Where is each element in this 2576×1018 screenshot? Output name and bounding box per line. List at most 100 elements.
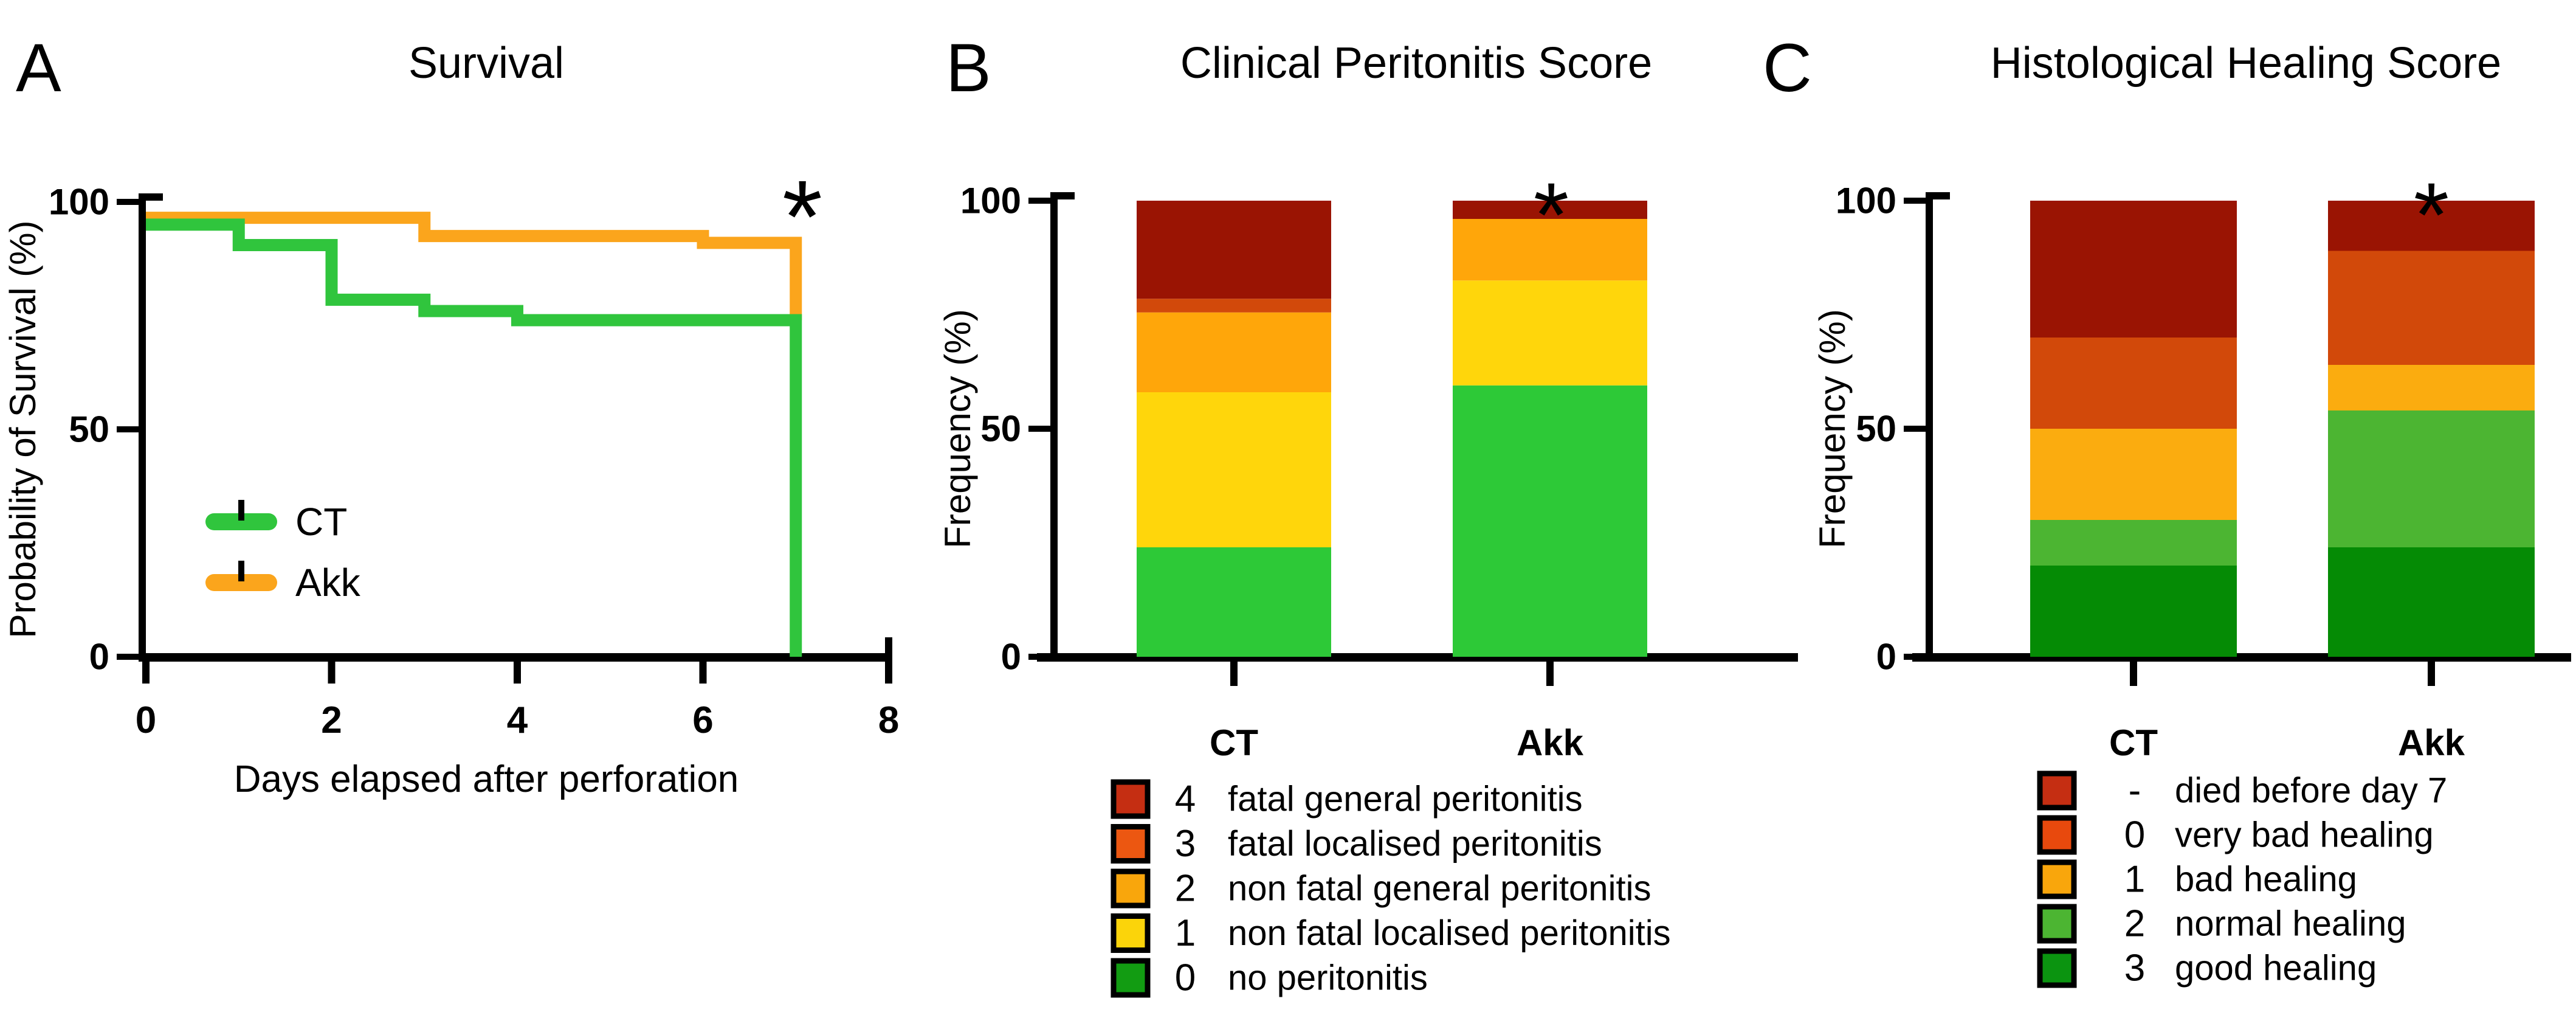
y-tick <box>1028 198 1050 204</box>
legend-key-2: 2 <box>2124 903 2145 945</box>
bar-segment-akk-score-1 <box>1453 280 1647 386</box>
legend-label-akk: Akk <box>295 561 361 604</box>
y-tick-label: 100 <box>1836 181 1896 221</box>
y-axis-line <box>1926 192 1933 662</box>
y-axis-line <box>139 193 146 662</box>
category-label-akk: Akk <box>2398 722 2465 763</box>
y-tick <box>1028 426 1050 432</box>
y-tick-label: 50 <box>1856 409 1896 449</box>
legend-key-0: 0 <box>2124 814 2145 856</box>
bar-segment-ct-score-0 <box>2030 338 2237 429</box>
x-tick <box>1230 662 1238 686</box>
bar-segment-akk-score-3 <box>2328 547 2535 657</box>
y-axis-top-cap <box>1933 192 1950 199</box>
bar-segment-ct-score-3 <box>2030 566 2237 657</box>
legend-label-score-1: bad healing <box>2175 860 2357 899</box>
legend-label-score-2: normal healing <box>2175 904 2406 944</box>
bar-segment-ct-score-- <box>2030 201 2237 338</box>
bar-segment-akk-score-2 <box>1453 219 1647 281</box>
bar-segment-akk-score-2 <box>2328 410 2535 547</box>
panel-title: Clinical Peritonitis Score <box>1180 39 1652 88</box>
x-tick <box>2130 662 2137 686</box>
legend-censor-tick <box>238 500 244 521</box>
y-tick-label: 100 <box>49 182 109 223</box>
x-tick <box>699 662 707 684</box>
legend-swatch-score-- <box>2037 770 2077 811</box>
legend-swatch-score-1 <box>1111 913 1151 953</box>
y-tick-label: 100 <box>960 181 1021 221</box>
y-tick-label: 50 <box>69 409 109 450</box>
legend-label-score-3: fatal localised peritonitis <box>1228 824 1602 864</box>
y-tick <box>117 199 139 205</box>
bar-segment-ct-score-4 <box>1137 201 1331 299</box>
legend-swatch-score-0 <box>2037 815 2077 855</box>
survival-curve-akk <box>146 212 802 320</box>
y-axis-line <box>1050 192 1058 662</box>
legend-swatch-score-2 <box>1111 868 1151 909</box>
y-tick-label: 0 <box>89 637 109 677</box>
y-tick <box>117 654 139 660</box>
legend-label-score-0: very bad healing <box>2175 815 2434 855</box>
legend-label-score-2: non fatal general peritonitis <box>1228 869 1651 909</box>
x-tick <box>328 662 336 684</box>
legend-swatch-score-3 <box>2037 948 2077 988</box>
legend-swatch-score-3 <box>1111 824 1151 864</box>
bar-segment-akk-score-- <box>2328 201 2535 251</box>
x-tick-label: 6 <box>692 699 713 741</box>
legend-swatch-score-2 <box>2037 904 2077 944</box>
panel-b-stacked: B Clinical Peritonitis Score 0 50 100 Frequen… <box>937 30 1798 999</box>
panel-title: Survival <box>408 39 564 88</box>
panel-label-c: C <box>1763 30 1812 106</box>
legend-label-score-1: non fatal localised peritonitis <box>1228 913 1671 953</box>
y-tick-label: 50 <box>980 409 1021 449</box>
legend-label-score-0: no peritonitis <box>1228 958 1428 998</box>
x-axis-end-cap <box>885 637 892 653</box>
x-tick-label: 4 <box>507 699 528 741</box>
category-label-ct: CT <box>2109 722 2158 763</box>
significance-asterisk: * <box>782 159 822 275</box>
y-tick-label: 0 <box>1001 637 1021 677</box>
y-axis-top-cap <box>146 193 163 201</box>
legend-label-score-4: fatal general peritonitis <box>1228 780 1583 819</box>
x-tick-label: 0 <box>136 699 156 741</box>
x-tick-label: 8 <box>878 699 899 741</box>
legend-censor-tick <box>238 561 244 581</box>
y-tick-label: 0 <box>1876 637 1896 677</box>
bar-segment-ct-score-2 <box>2030 520 2237 566</box>
bar-segment-ct-score-2 <box>1137 312 1331 392</box>
legend-label-score--: died before day 7 <box>2175 771 2447 811</box>
legend-key-3: 3 <box>1175 823 1196 865</box>
bar-segment-akk-score-1 <box>2328 365 2535 410</box>
legend-label-ct: CT <box>295 500 347 544</box>
legend-key-1: 1 <box>1175 912 1196 954</box>
x-tick <box>514 662 521 684</box>
significance-asterisk: * <box>1534 164 1569 266</box>
legend-label-score-3: good healing <box>2175 949 2377 988</box>
bar-segment-akk-score-4 <box>1453 201 1647 219</box>
y-axis-label: Frequency (%) <box>1812 309 1853 548</box>
legend-key--: - <box>2129 770 2141 812</box>
y-tick <box>1904 426 1926 432</box>
legend-swatch-score-1 <box>2037 859 2077 899</box>
y-axis-label: Probability of Survival (%) <box>2 221 43 639</box>
bar-segment-ct-score-1 <box>1137 392 1331 547</box>
y-tick <box>117 426 139 432</box>
y-tick <box>1904 198 1926 204</box>
legend-swatch-score-4 <box>1111 779 1151 819</box>
legend-key-3: 3 <box>2124 947 2145 989</box>
bar-segment-ct-score-1 <box>2030 429 2237 520</box>
bar-segment-akk-score-0 <box>2328 251 2535 365</box>
legend-swatch-akk <box>205 574 277 591</box>
x-axis-label: Days elapsed after perforation <box>234 758 739 800</box>
panel-c-stacked: C Histological Healing Score 0 50 100 Frequen… <box>1763 30 2571 989</box>
x-tick-label: 2 <box>321 699 342 741</box>
y-axis-label: Frequency (%) <box>937 309 978 548</box>
panel-label-b: B <box>946 30 991 106</box>
bar-segment-ct-score-3 <box>1137 299 1331 313</box>
x-axis-line <box>139 653 892 662</box>
legend-key-4: 4 <box>1175 778 1196 820</box>
panel-title: Histological Healing Score <box>1991 39 2501 88</box>
legend-swatch-score-0 <box>1111 958 1151 998</box>
